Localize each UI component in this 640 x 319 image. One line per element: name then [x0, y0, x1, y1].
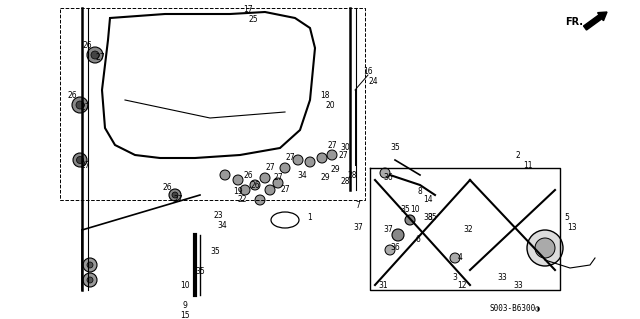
Circle shape — [220, 170, 230, 180]
Circle shape — [87, 47, 103, 63]
Circle shape — [169, 189, 181, 201]
Text: 35: 35 — [390, 144, 400, 152]
Text: 10: 10 — [410, 205, 420, 214]
Text: 6: 6 — [415, 235, 420, 244]
Text: 16: 16 — [363, 68, 373, 77]
Text: FR.: FR. — [565, 17, 583, 27]
Text: 26: 26 — [162, 182, 172, 191]
Text: 28: 28 — [348, 170, 356, 180]
Circle shape — [73, 153, 87, 167]
Circle shape — [83, 258, 97, 272]
Text: 11: 11 — [524, 160, 532, 169]
Text: 4: 4 — [458, 254, 463, 263]
Circle shape — [233, 175, 243, 185]
Text: 28: 28 — [340, 177, 349, 187]
Circle shape — [83, 273, 97, 287]
Text: 26: 26 — [67, 91, 77, 100]
Text: 7: 7 — [356, 201, 360, 210]
Text: 34: 34 — [297, 170, 307, 180]
Text: 38: 38 — [423, 213, 433, 222]
Circle shape — [260, 173, 270, 183]
Text: 35: 35 — [195, 268, 205, 277]
Circle shape — [535, 238, 555, 258]
Circle shape — [280, 163, 290, 173]
Circle shape — [392, 229, 404, 241]
Text: 31: 31 — [378, 280, 388, 290]
Text: 18: 18 — [320, 91, 330, 100]
Text: 29: 29 — [320, 174, 330, 182]
Circle shape — [305, 157, 315, 167]
Text: 35: 35 — [427, 213, 437, 222]
Text: 27: 27 — [95, 53, 105, 62]
Circle shape — [265, 185, 275, 195]
Text: 26: 26 — [250, 181, 260, 189]
Text: 8: 8 — [418, 188, 422, 197]
Circle shape — [380, 168, 390, 178]
Text: 36: 36 — [383, 174, 393, 182]
Text: 27: 27 — [80, 160, 90, 169]
Text: 19: 19 — [233, 188, 243, 197]
Text: 9: 9 — [182, 300, 188, 309]
Text: 27: 27 — [80, 102, 90, 112]
Text: 29: 29 — [330, 166, 340, 174]
Text: 27: 27 — [327, 140, 337, 150]
Text: 25: 25 — [248, 16, 258, 25]
Circle shape — [250, 180, 260, 190]
Circle shape — [76, 101, 84, 109]
Circle shape — [405, 215, 415, 225]
Circle shape — [385, 245, 395, 255]
Circle shape — [72, 97, 88, 113]
Text: 35: 35 — [210, 248, 220, 256]
Text: 36: 36 — [390, 243, 400, 253]
Text: 26: 26 — [243, 170, 253, 180]
Text: 27: 27 — [173, 196, 183, 204]
Circle shape — [255, 195, 265, 205]
Text: 27: 27 — [285, 153, 295, 162]
Text: 30: 30 — [340, 144, 350, 152]
Text: 37: 37 — [353, 224, 363, 233]
Text: 27: 27 — [265, 162, 275, 172]
Circle shape — [87, 277, 93, 283]
Circle shape — [327, 150, 337, 160]
Text: S003-B6300◑: S003-B6300◑ — [490, 303, 540, 313]
Circle shape — [91, 51, 99, 59]
Circle shape — [172, 192, 178, 198]
Text: 24: 24 — [368, 78, 378, 86]
Text: 1: 1 — [308, 213, 312, 222]
Text: 15: 15 — [180, 310, 190, 319]
Text: 32: 32 — [463, 226, 473, 234]
Circle shape — [87, 262, 93, 268]
Text: 27: 27 — [280, 186, 290, 195]
Text: 27: 27 — [273, 174, 283, 182]
Circle shape — [240, 185, 250, 195]
Text: 17: 17 — [243, 5, 253, 14]
Text: 20: 20 — [325, 100, 335, 109]
FancyArrow shape — [584, 12, 607, 30]
Text: 35: 35 — [400, 205, 410, 214]
Text: 5: 5 — [564, 213, 570, 222]
Text: 23: 23 — [213, 211, 223, 219]
Circle shape — [273, 178, 283, 188]
Text: 13: 13 — [567, 224, 577, 233]
Text: 12: 12 — [457, 280, 467, 290]
Text: 2: 2 — [516, 151, 520, 160]
Text: 37: 37 — [383, 226, 393, 234]
Text: 3: 3 — [452, 273, 458, 283]
Text: 14: 14 — [423, 196, 433, 204]
Circle shape — [77, 157, 83, 164]
Text: 22: 22 — [237, 196, 247, 204]
Text: 26: 26 — [82, 41, 92, 49]
Circle shape — [527, 230, 563, 266]
Circle shape — [317, 153, 327, 163]
Text: 10: 10 — [180, 280, 190, 290]
Text: 33: 33 — [513, 280, 523, 290]
Text: 27: 27 — [338, 151, 348, 160]
Circle shape — [450, 253, 460, 263]
Text: 34: 34 — [217, 220, 227, 229]
Circle shape — [293, 155, 303, 165]
Text: 33: 33 — [497, 273, 507, 283]
